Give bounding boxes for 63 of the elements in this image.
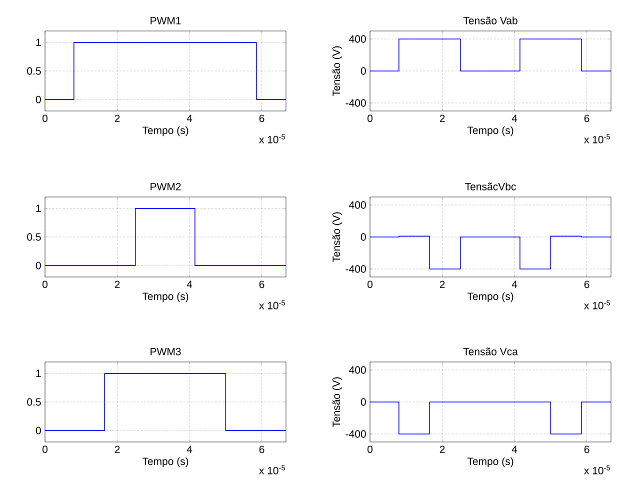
x-tick-label: 2 [440,446,445,454]
chart-title: Tensão Vab [463,16,518,24]
y-tick-label: 0 [360,233,366,241]
chart-title: Tensão Vca [463,348,518,356]
text: x 10$^{-5}$ [584,300,610,310]
x-tick-label: 6 [584,446,590,454]
chart-title: TensãcVbc [465,182,516,190]
x-tick-label: 0 [42,280,48,288]
x-tick-label: 0 [42,446,48,454]
y-tick-label: 1 [36,370,41,378]
x-axis-title: Tempo (s) [142,457,188,468]
y-tick-label: 0 [36,426,41,434]
chart-title: PWM2 [150,182,181,190]
x-tick-label: 2 [114,280,120,288]
x-tick-label: 4 [186,446,192,453]
text: x 10$^{-5}$ [259,300,285,310]
x-tick-label: 6 [259,280,264,288]
x-axis-title: Tempo (s) [142,126,188,136]
y-axis-title: Tensão (V) [332,377,342,428]
x-axis-title: Tempo (s) [142,292,188,302]
x-tick-label: 6 [584,280,590,288]
x-axis-title: Tempo (s) [467,292,514,302]
y-tick-label: -400 [346,265,366,273]
y-tick-label: 0 [360,398,366,406]
text: x 10$^{-5}$ [584,465,610,474]
chart-title: PWM3 [150,348,181,356]
y-tick-label: 0 [36,262,41,270]
x-tick-label: 0 [367,446,373,454]
x-tick-label: 6 [584,114,590,122]
y-tick-label: 400 [349,366,366,374]
x-tick-label: 4 [186,280,192,288]
text: x 10$^{-5}$ [259,134,285,144]
x-tick-label: 2 [114,446,120,454]
y-tick-label: 0.5 [27,398,41,406]
y-tick-label: 1 [36,38,41,46]
y-tick-label: -400 [346,99,366,107]
y-tick-label: 0 [360,67,366,75]
x-axis-title: Tempo (s) [467,126,514,136]
x-axis-title: Tempo (s) [467,457,514,468]
x-tick-label: 0 [367,280,373,288]
y-tick-label: 0.5 [27,67,41,75]
x-tick-label: 2 [440,280,445,288]
x-tick-label: 4 [512,446,518,453]
text: x 10$^{-5}$ [584,134,610,144]
y-tick-label: 0 [36,96,41,104]
x-tick-label: 2 [114,114,120,122]
text: x 10$^{-5}$ [259,465,285,474]
y-axis-title: Tensão (V) [332,212,342,262]
y-tick-label: -400 [346,430,366,438]
chart-title: PWM1 [150,17,181,24]
x-tick-label: 0 [367,114,373,122]
y-tick-label: 400 [349,201,366,209]
y-tick-label: 400 [349,35,366,43]
y-tick-label: 1 [36,204,41,212]
x-tick-label: 4 [512,114,518,122]
x-tick-label: 2 [440,114,445,122]
x-tick-label: 4 [186,114,192,122]
x-tick-label: 6 [259,446,264,454]
y-tick-label: 0.5 [27,233,41,241]
x-tick-label: 4 [512,280,518,288]
y-axis-title: Tensão (V) [332,46,342,96]
x-tick-label: 0 [42,114,48,122]
x-tick-label: 6 [259,114,264,122]
